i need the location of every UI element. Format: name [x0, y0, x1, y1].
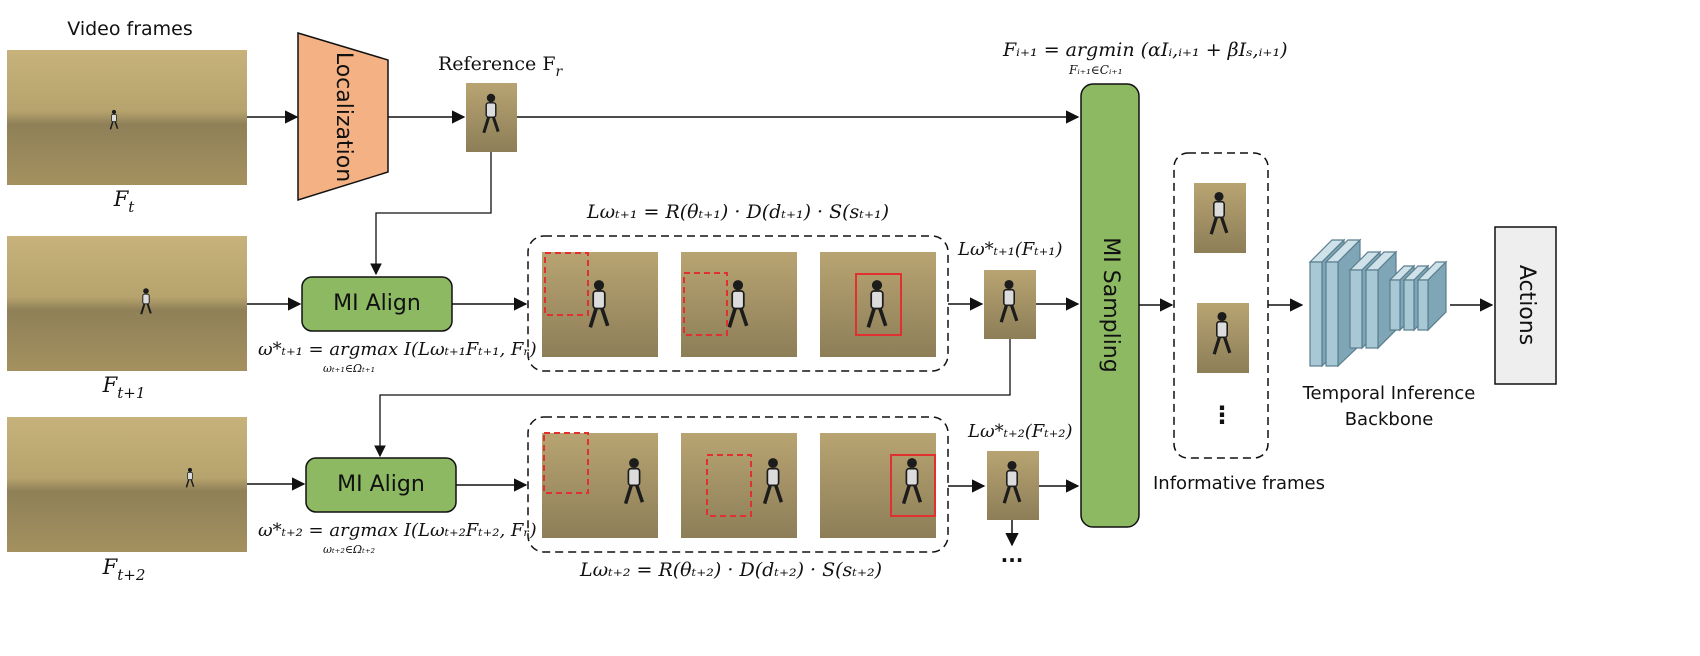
aligned-crop-t2 — [987, 451, 1039, 520]
frame-ft — [7, 50, 247, 185]
svg-text:ωₜ₊₁∈Ωₜ₊₁: ωₜ₊₁∈Ωₜ₊₁ — [323, 362, 375, 375]
frame-ft1 — [7, 236, 247, 371]
candidate-group-t2 — [527, 416, 949, 553]
aligned-crop-t1 — [984, 270, 1036, 339]
candidate-crop-2 — [681, 252, 797, 357]
frame-ft2-label: Ft+2 — [102, 555, 146, 584]
svg-text:Actions: Actions — [1514, 265, 1539, 345]
candidate-crop-6 — [820, 433, 936, 538]
l-star-t1-label: Lω*ₜ₊₁(Fₜ₊₁) — [957, 239, 1062, 260]
candidate-crop-3 — [820, 252, 936, 357]
svg-text:Fᵢ₊₁ = argmin (αIᵢ,ᵢ₊₁ + βIₛ,ᵢ: Fᵢ₊₁ = argmin (αIᵢ,ᵢ₊₁ + βIₛ,ᵢ₊₁) — [1002, 39, 1287, 61]
localization-block: Localization — [297, 31, 389, 202]
mi-align-2: MI Align — [305, 457, 457, 513]
informative-frames-group: ⋮ — [1173, 152, 1269, 459]
backbone-label-line2: Backbone — [1345, 409, 1434, 430]
svg-text:ω*ₜ₊₁ = argmax I(Lωₜ₊₁Fₜ₊₁, Fᵣ: ω*ₜ₊₁ = argmax I(Lωₜ₊₁Fₜ₊₁, Fᵣ) — [258, 339, 537, 360]
video-frames-label: Video frames — [67, 18, 193, 40]
l-omega-t2-formula: Lωₜ₊₂ = R(θₜ₊₂) · D(dₜ₊₂) · S(sₜ₊₂) — [579, 559, 882, 581]
svg-text:MI Sampling: MI Sampling — [1098, 237, 1123, 372]
candidate-crop-1 — [542, 252, 658, 357]
svg-text:Fᵢ₊₁∈Cᵢ₊₁: Fᵢ₊₁∈Cᵢ₊₁ — [1068, 63, 1123, 77]
mi-align-1: MI Align — [301, 276, 453, 332]
ellipsis-vertical: ⋮ — [1210, 401, 1234, 429]
informative-frame-1 — [1194, 183, 1246, 253]
l-star-t2-label: Lω*ₜ₊₂(Fₜ₊₂) — [967, 421, 1072, 442]
svg-text:MI Align: MI Align — [333, 291, 421, 316]
informative-frame-2 — [1197, 303, 1249, 373]
svg-text:ωₜ₊₂∈Ωₜ₊₂: ωₜ₊₂∈Ωₜ₊₂ — [323, 543, 375, 556]
actions-box: Actions — [1494, 226, 1557, 385]
svg-text:Localization: Localization — [331, 52, 356, 182]
temporal-backbone-icon — [1308, 238, 1448, 368]
frame-ft-label: Ft — [113, 187, 136, 216]
candidate-crop-5 — [681, 433, 797, 538]
candidate-group-t1 — [527, 235, 949, 372]
omega-t1-formula: ω*ₜ₊₁ = argmax I(Lωₜ₊₁Fₜ₊₁, Fᵣ) ωₜ₊₁∈Ωₜ₊… — [258, 339, 537, 375]
omega-t2-formula: ω*ₜ₊₂ = argmax I(Lωₜ₊₂Fₜ₊₂, Fᵣ) ωₜ₊₂∈Ωₜ₊… — [258, 520, 537, 556]
sampling-formula: Fᵢ₊₁ = argmin (αIᵢ,ᵢ₊₁ + βIₛ,ᵢ₊₁) Fᵢ₊₁∈C… — [1002, 39, 1287, 77]
frame-ft1-label: Ft+1 — [102, 373, 146, 402]
reference-label: Reference Fr — [438, 53, 564, 80]
l-omega-t1-formula: Lωₜ₊₁ = R(θₜ₊₁) · D(dₜ₊₁) · S(sₜ₊₁) — [586, 201, 889, 223]
mi-sampling-block: MI Sampling — [1080, 83, 1140, 528]
informative-frames-label: Informative frames — [1153, 473, 1325, 494]
ellipsis-bottom: ... — [1001, 543, 1024, 567]
backbone-label-line1: Temporal Inference — [1302, 383, 1476, 404]
svg-text:ω*ₜ₊₂ = argmax I(Lωₜ₊₂Fₜ₊₂, Fᵣ: ω*ₜ₊₂ = argmax I(Lωₜ₊₂Fₜ₊₂, Fᵣ) — [258, 520, 537, 541]
svg-text:MI Align: MI Align — [337, 472, 425, 497]
reference-crop — [466, 83, 517, 152]
frame-ft2 — [7, 417, 247, 552]
candidate-crop-4 — [542, 432, 658, 538]
